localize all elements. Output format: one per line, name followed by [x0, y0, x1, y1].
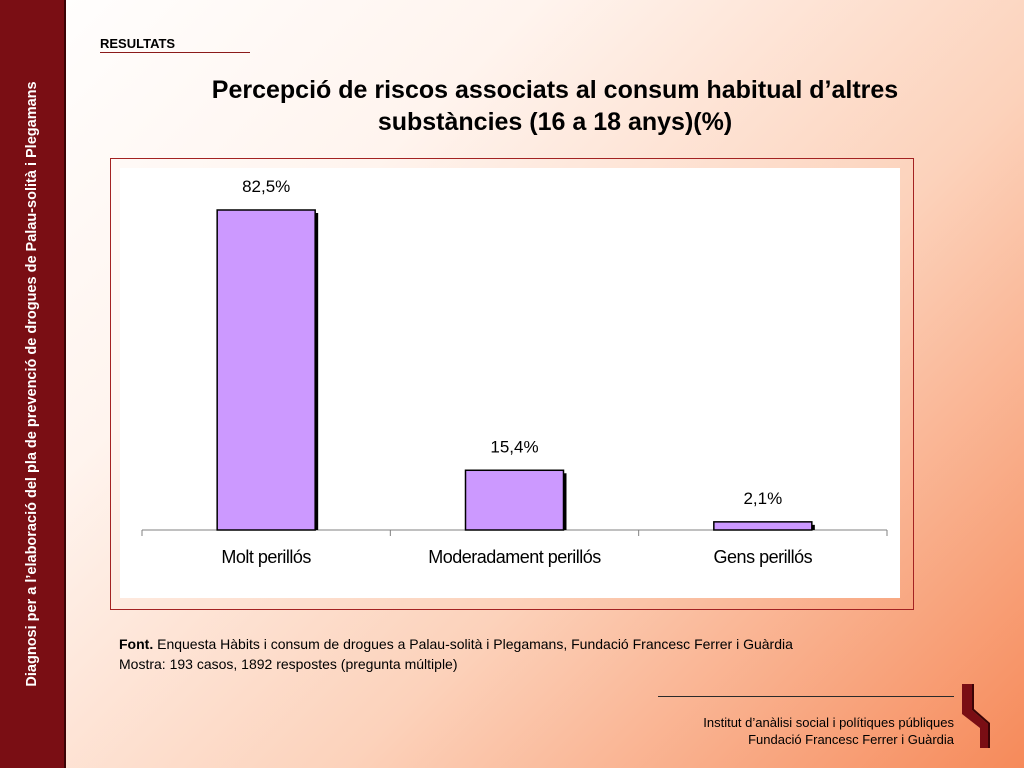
source-text: Enquesta Hàbits i consum de drogues a Pa… — [153, 636, 793, 652]
source-label: Font. — [119, 636, 154, 652]
chart-area: 82,5% Molt perillós 15,4% Moderadament peri… — [120, 168, 900, 598]
sidebar: Diagnosi per a l’elaboració del pla de p… — [0, 0, 66, 768]
footer-foundation: Fundació Francesc Ferrer i Guàrdia — [748, 732, 954, 747]
bar-3 — [713, 521, 813, 531]
source-note: Font. Enquesta Hàbits i consum de drogue… — [119, 634, 793, 674]
category-label-1: Molt perillós — [221, 547, 311, 567]
data-label-3: 2,1% — [743, 489, 782, 508]
section-label: RESULTATS — [100, 36, 250, 53]
category-label-2: Moderadament perillós — [428, 547, 601, 567]
bar-2 — [464, 469, 565, 531]
category-label-3: Gens perillós — [714, 547, 813, 567]
sample-text: Mostra: 193 casos, 1892 respostes (pregu… — [119, 656, 458, 672]
footer-institute: Institut d’anàlisi social i polítiques p… — [703, 715, 954, 730]
bar-1 — [216, 209, 316, 531]
footer-divider — [658, 696, 954, 697]
foundation-logo-icon — [962, 684, 990, 748]
chart-frame — [110, 158, 914, 610]
page-title: Percepció de riscos associats al consum … — [211, 76, 899, 136]
data-label-2: 15,4% — [490, 437, 538, 456]
footer: Institut d’anàlisi social i polítiques p… — [703, 714, 954, 748]
data-label-1: 82,5% — [242, 177, 290, 196]
sidebar-vertical-title: Diagnosi per a l’elaboració del pla de p… — [24, 81, 40, 687]
bar-chart: 82,5% Molt perillós 15,4% Moderadament peri… — [141, 177, 888, 567]
